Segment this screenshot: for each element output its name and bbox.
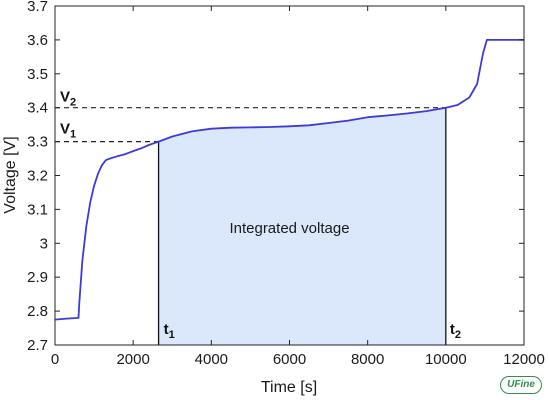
y-tick-label: 3.1	[27, 201, 48, 218]
y-axis-label: Voltage [V]	[2, 136, 19, 213]
v1-label: V1	[60, 121, 76, 141]
x-tick-label: 10000	[425, 351, 467, 368]
y-tick-label: 3.7	[27, 0, 48, 15]
y-tick-label: 3.5	[27, 66, 48, 83]
x-tick-label: 4000	[195, 351, 228, 368]
y-tick-label: 2.8	[27, 303, 48, 320]
integrated-voltage-label: Integrated voltage	[229, 220, 349, 237]
integrated-area	[158, 107, 446, 345]
voltage-line	[54, 39, 524, 321]
y-tick-label: 3	[40, 235, 48, 252]
y-tick-label: 2.9	[27, 269, 48, 286]
ufine-logo: UFine	[500, 376, 542, 394]
y-tick-label: 2.7	[27, 337, 48, 354]
x-tick-label: 12000	[503, 351, 545, 368]
x-tick-label: 8000	[351, 351, 384, 368]
t2-label: t2	[450, 321, 461, 341]
x-axis-label: Time [s]	[261, 379, 317, 396]
t1-label: t1	[164, 321, 175, 341]
v2-label: V2	[60, 89, 76, 109]
x-tick-label: 2000	[116, 351, 149, 368]
y-tick-label: 3.3	[27, 134, 48, 151]
y-tick-label: 3.4	[27, 100, 48, 117]
y-tick-label: 3.2	[27, 168, 48, 185]
y-tick-label: 3.6	[27, 32, 48, 49]
x-tick-label: 0	[51, 351, 59, 368]
x-tick-label: 6000	[273, 351, 306, 368]
